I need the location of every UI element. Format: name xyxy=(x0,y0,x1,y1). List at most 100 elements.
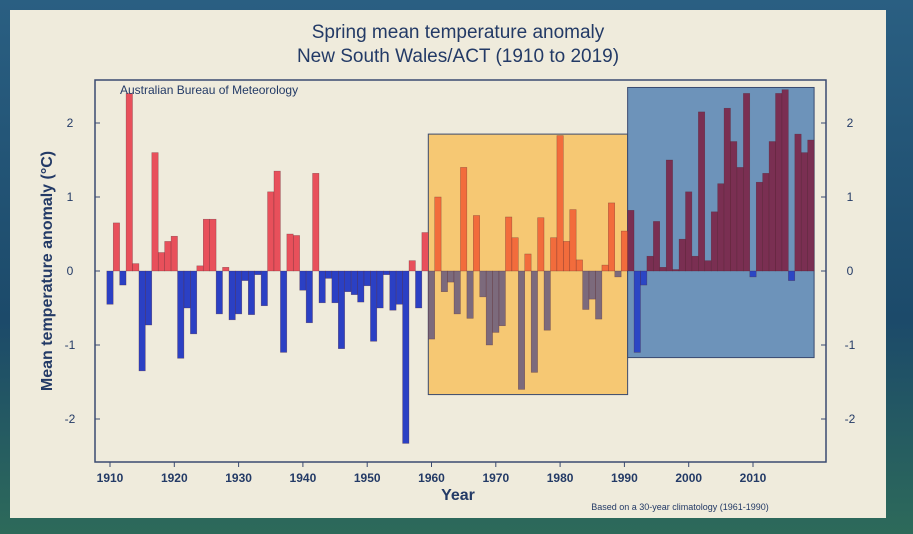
bar-1984 xyxy=(582,270,590,310)
bar-2004 xyxy=(710,211,718,272)
bar-1983 xyxy=(575,259,583,272)
bar-1969 xyxy=(485,270,493,346)
y-tick-label-right: 1 xyxy=(847,190,854,204)
bar-1916 xyxy=(145,270,153,326)
bar-1966 xyxy=(466,270,474,319)
bar-1955 xyxy=(395,270,403,305)
y-tick-label-right: -2 xyxy=(845,412,856,426)
bar-2000 xyxy=(685,191,693,272)
bar-1934 xyxy=(260,270,268,307)
bar-1986 xyxy=(595,270,603,320)
bar-1913 xyxy=(125,93,133,272)
bar-1919 xyxy=(164,241,172,272)
x-tick-label: 1960 xyxy=(418,471,445,485)
x-tick-label: 1980 xyxy=(547,471,574,485)
bar-1942 xyxy=(312,173,320,272)
bar-1971 xyxy=(498,270,506,327)
x-tick-label: 1970 xyxy=(482,471,509,485)
bar-1957 xyxy=(408,260,416,272)
bar-1920 xyxy=(170,235,178,272)
bar-2012 xyxy=(762,173,770,272)
x-tick-label: 1910 xyxy=(97,471,124,485)
bar-1930 xyxy=(235,270,243,315)
bar-1911 xyxy=(112,222,120,272)
bar-1952 xyxy=(376,270,384,309)
bar-1992 xyxy=(633,270,641,353)
bar-1914 xyxy=(132,263,140,272)
bar-1953 xyxy=(383,270,390,275)
bar-2002 xyxy=(698,111,706,272)
bar-1961 xyxy=(434,196,442,272)
y-axis-label: Mean temperature anomaly (°C) xyxy=(39,151,56,391)
bar-1910 xyxy=(106,270,114,305)
bar-1977 xyxy=(537,217,545,272)
bar-1947 xyxy=(344,270,352,292)
bar-1954 xyxy=(389,270,397,311)
bar-1923 xyxy=(190,270,198,335)
bar-1990 xyxy=(620,230,628,272)
x-tick-label: 1940 xyxy=(290,471,317,485)
bar-1982 xyxy=(569,209,577,272)
bar-2006 xyxy=(723,107,731,272)
bar-1994 xyxy=(646,255,654,272)
bar-1912 xyxy=(119,270,127,286)
bar-1951 xyxy=(370,270,378,342)
chart-subtitle: New South Wales/ACT (1910 to 2019) xyxy=(297,46,619,67)
bar-1926 xyxy=(209,218,217,272)
y-tick-label-left: 0 xyxy=(67,264,74,278)
y-tick-label-right: 2 xyxy=(847,116,854,130)
y-tick-label-left: 2 xyxy=(67,116,74,130)
bar-1943 xyxy=(318,270,326,304)
bar-2016 xyxy=(788,270,796,281)
bar-1938 xyxy=(286,233,294,272)
bar-1963 xyxy=(447,270,455,283)
bar-1915 xyxy=(138,270,146,372)
bar-1978 xyxy=(543,270,551,331)
bar-1960 xyxy=(428,270,435,340)
bar-1975 xyxy=(524,253,532,272)
bar-1948 xyxy=(350,270,358,295)
bar-1965 xyxy=(460,167,468,272)
bar-2005 xyxy=(717,183,725,272)
bar-1964 xyxy=(453,270,461,315)
bar-1944 xyxy=(325,270,333,279)
bar-2014 xyxy=(775,93,783,272)
bar-1993 xyxy=(640,270,648,286)
bar-1981 xyxy=(563,241,570,272)
climatology-footnote: Based on a 30-year climatology (1961-199… xyxy=(591,502,769,512)
bar-2003 xyxy=(704,260,712,272)
bar-1922 xyxy=(183,270,191,309)
bar-2013 xyxy=(768,141,776,272)
bar-1991 xyxy=(627,210,635,272)
bar-1936 xyxy=(273,170,281,272)
bar-1929 xyxy=(228,270,236,321)
bar-1924 xyxy=(196,265,204,272)
bar-2008 xyxy=(736,167,744,272)
bar-2018 xyxy=(800,152,808,272)
bar-1932 xyxy=(248,270,255,315)
bar-1958 xyxy=(415,270,423,309)
bar-1999 xyxy=(678,238,686,272)
bar-2019 xyxy=(807,139,815,272)
bar-1997 xyxy=(665,159,673,272)
bar-2015 xyxy=(781,89,789,272)
bar-1967 xyxy=(473,215,480,272)
x-tick-label: 2010 xyxy=(740,471,767,485)
source-annotation: Australian Bureau of Meteorology xyxy=(120,83,298,97)
bar-1925 xyxy=(203,218,210,272)
x-tick-label: 1950 xyxy=(354,471,381,485)
x-tick-label: 1920 xyxy=(161,471,188,485)
bar-2007 xyxy=(730,141,738,272)
x-tick-label: 1990 xyxy=(611,471,638,485)
bar-1945 xyxy=(331,270,339,304)
bar-1941 xyxy=(305,270,313,324)
bar-1940 xyxy=(299,270,307,291)
bar-1980 xyxy=(556,135,564,272)
bar-1950 xyxy=(363,270,371,287)
y-tick-label-right: 0 xyxy=(847,264,854,278)
bar-1972 xyxy=(505,216,513,272)
chart-title: Spring mean temperature anomaly xyxy=(312,22,605,43)
bar-2017 xyxy=(794,133,802,272)
bar-1987 xyxy=(601,264,609,272)
bar-1968 xyxy=(479,270,487,298)
